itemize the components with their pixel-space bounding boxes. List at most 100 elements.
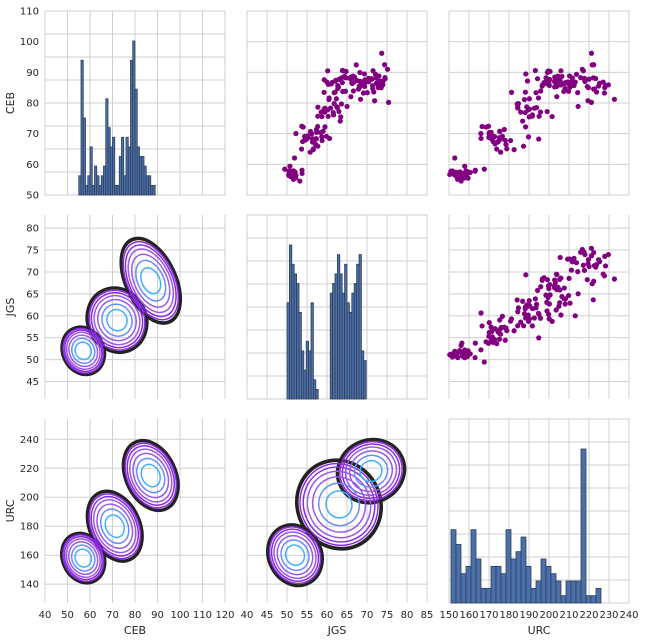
xtick-label: 80 bbox=[129, 610, 142, 621]
kde-contour bbox=[294, 458, 384, 551]
scatter-point bbox=[565, 256, 571, 262]
ytick-label: 220 bbox=[20, 464, 39, 475]
scatter-point bbox=[297, 178, 303, 184]
scatter-point bbox=[503, 141, 509, 148]
hist-bar bbox=[540, 558, 547, 604]
xtick-label: 75 bbox=[381, 610, 394, 621]
kde-contour bbox=[353, 454, 389, 488]
hist-bar bbox=[525, 565, 532, 604]
scatter-point bbox=[567, 300, 573, 306]
scatter-point bbox=[525, 312, 531, 318]
xtick-label: 160 bbox=[459, 610, 478, 621]
scatter-point bbox=[561, 88, 567, 95]
hist-bar bbox=[580, 448, 587, 604]
scatter-point bbox=[336, 108, 342, 115]
scatter-point bbox=[601, 90, 608, 96]
scatter-point bbox=[335, 82, 341, 89]
scatter-point bbox=[573, 71, 580, 77]
scatter-point bbox=[463, 353, 469, 359]
scatter-point bbox=[520, 143, 527, 149]
hist-bar bbox=[520, 536, 527, 604]
scatter-point bbox=[547, 281, 553, 288]
ylabel-JGS: JGS bbox=[4, 298, 17, 318]
ytick-label: 70 bbox=[26, 267, 39, 278]
hist-bar bbox=[475, 558, 482, 604]
scatter-point bbox=[544, 277, 551, 283]
scatter-point bbox=[546, 301, 552, 307]
scatter-point bbox=[549, 113, 555, 120]
xtick-label: 70 bbox=[361, 610, 374, 621]
scatter-point bbox=[556, 303, 562, 309]
scatter-point bbox=[546, 316, 552, 322]
scatter-point bbox=[338, 75, 345, 81]
hist-bar bbox=[510, 558, 517, 604]
scatter-point bbox=[518, 109, 524, 115]
scatter-point bbox=[298, 146, 305, 152]
scatter-point bbox=[597, 80, 603, 86]
scatter-point bbox=[523, 272, 529, 278]
scatter-point bbox=[343, 75, 349, 81]
scatter-point bbox=[322, 105, 328, 111]
scatter-point bbox=[307, 128, 314, 135]
scatter-point bbox=[538, 88, 544, 94]
kde-contour bbox=[88, 493, 142, 560]
kde-contour bbox=[63, 535, 103, 581]
kde-contour bbox=[140, 463, 161, 488]
scatter-point bbox=[498, 324, 505, 331]
scatter-point bbox=[532, 296, 538, 302]
scatter-point bbox=[557, 287, 563, 293]
panel-JGS-vs-CEB: 45 50 55 60 65 70 75 80 JGS bbox=[4, 215, 226, 399]
scatter-point bbox=[486, 333, 492, 339]
hist-bar bbox=[555, 580, 562, 604]
hist-bar bbox=[495, 565, 502, 604]
scatter-point bbox=[338, 101, 345, 107]
scatter-point bbox=[554, 83, 560, 89]
scatter-point bbox=[322, 124, 328, 130]
scatter-point bbox=[496, 336, 503, 342]
scatter-point bbox=[536, 136, 542, 142]
kde-contour bbox=[90, 291, 144, 349]
scatter-point bbox=[382, 62, 388, 68]
scatter-point bbox=[329, 79, 335, 85]
ytick-label: 100 bbox=[20, 37, 39, 48]
scatter-point bbox=[451, 172, 458, 178]
scatter-point bbox=[508, 89, 515, 95]
scatter-point bbox=[502, 337, 508, 343]
scatter-point bbox=[485, 123, 492, 129]
scatter-point bbox=[380, 82, 386, 88]
scatter-point bbox=[533, 90, 539, 96]
scatter-point bbox=[565, 88, 572, 94]
scatter-point bbox=[557, 78, 563, 84]
kde-contour bbox=[270, 528, 320, 582]
ytick-label: 55 bbox=[26, 333, 39, 344]
xtick-label: 230 bbox=[599, 610, 618, 621]
scatter-point bbox=[534, 287, 541, 294]
xtick-label: 240 bbox=[619, 610, 638, 621]
kde-contour bbox=[344, 446, 398, 496]
kde-contour bbox=[62, 534, 105, 583]
scatter-point bbox=[360, 90, 367, 96]
xlabel-CEB: CEB bbox=[124, 624, 146, 637]
scatter-point bbox=[330, 112, 337, 118]
xtick-label: 200 bbox=[539, 610, 558, 621]
kde-contour bbox=[130, 253, 171, 308]
scatter-point bbox=[287, 163, 293, 169]
scatter-point bbox=[579, 246, 585, 253]
scatter-point bbox=[479, 323, 485, 329]
scatter-point bbox=[531, 105, 537, 111]
hist-bar bbox=[358, 254, 362, 400]
ytick-label: 180 bbox=[20, 522, 39, 533]
scatter-point bbox=[459, 353, 465, 359]
scatter-point bbox=[554, 271, 560, 278]
scatter-point bbox=[524, 78, 531, 84]
scatter-point bbox=[547, 76, 553, 83]
ytick-label: 160 bbox=[20, 551, 39, 562]
scatter-point bbox=[558, 68, 564, 74]
scatter-point bbox=[458, 178, 464, 184]
ytick-label: 240 bbox=[20, 435, 39, 446]
scatter-point bbox=[525, 107, 531, 113]
scatter-point bbox=[566, 73, 573, 79]
scatter-point bbox=[515, 305, 522, 311]
scatter-point bbox=[338, 114, 344, 120]
hist-bar bbox=[515, 551, 522, 604]
